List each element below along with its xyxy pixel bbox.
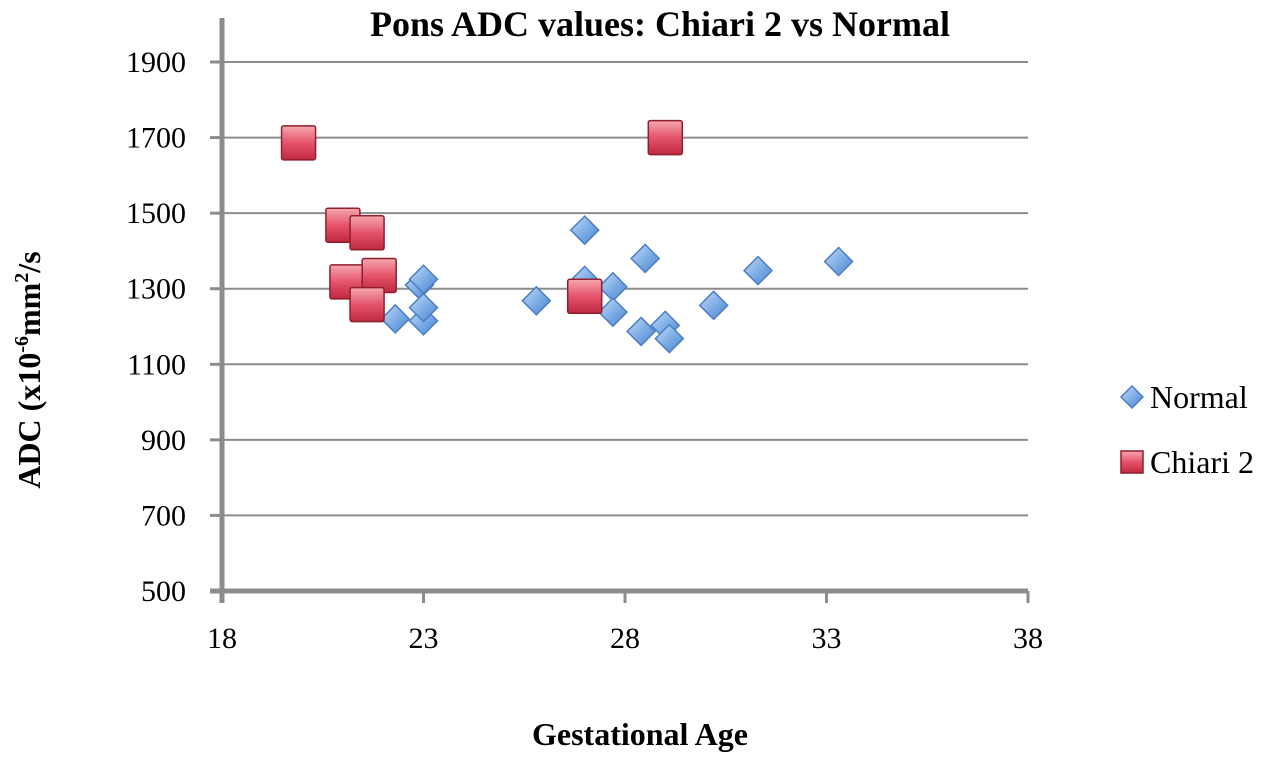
legend: Normal Chiari 2 [1119,379,1254,480]
normal-point [698,290,729,321]
normal-point [597,297,628,328]
y-tick-label: 1300 [126,273,186,306]
y-tick-label: 1100 [127,348,186,381]
legend-marker-chiari2 [1120,450,1144,474]
x-axis-title: Gestational Age [532,716,748,752]
normal-point [408,292,439,323]
chiari2-point [280,125,317,161]
chiari2-point [349,286,385,323]
data-markers [280,119,854,354]
y-axis-title: ADC (x10-6mm2/s [11,251,47,488]
y-tick-label: 900 [141,424,186,457]
y-tick-label: 1700 [126,122,186,155]
normal-point [569,215,600,246]
chiari2-point [349,215,385,251]
y-tick-label: 500 [141,575,186,608]
legend-marker-normal [1119,384,1145,410]
x-tick-label: 18 [207,622,237,655]
grid-lines [210,60,1028,593]
x-tick-label: 23 [409,622,439,655]
x-tick-labels: 18 23 28 33 38 [207,622,1043,655]
x-tick-label: 33 [812,622,842,655]
y-tick-label: 1500 [126,197,186,230]
normal-point [742,255,774,286]
chiari2-point [647,119,684,156]
normal-point [630,243,661,274]
legend-label-chiari2: Chiari 2 [1150,444,1254,480]
axes [210,18,1030,603]
legend-label-normal: Normal [1150,379,1248,415]
normal-point [823,246,854,277]
y-tick-labels: 500 700 900 1100 1300 1500 1700 1900 [126,46,186,608]
y-tick-label: 700 [141,499,186,532]
normal-point [626,316,657,347]
chart-title: Pons ADC values: Chiari 2 vs Normal [370,4,950,44]
y-tick-label: 1900 [126,46,186,79]
normal-point [654,323,685,354]
normal-point [380,303,411,335]
normal-point [597,271,628,302]
x-tick-label: 38 [1013,622,1043,655]
normal-point [521,285,552,316]
chiari2-point [566,278,603,315]
x-tick-label: 28 [610,622,640,655]
